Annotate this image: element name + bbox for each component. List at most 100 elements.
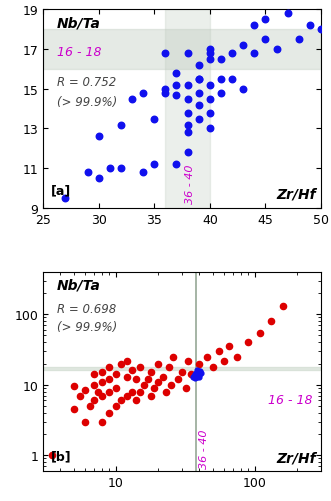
Point	[229, 76, 235, 84]
Point	[145, 375, 150, 383]
Point	[163, 50, 168, 58]
Point	[107, 363, 112, 371]
Point	[207, 109, 213, 117]
Point	[190, 373, 196, 381]
Point	[138, 388, 143, 396]
Point	[191, 372, 197, 380]
Point	[82, 418, 87, 426]
Point	[218, 76, 224, 84]
Point	[252, 50, 257, 58]
Text: (> 99.9%): (> 99.9%)	[57, 96, 117, 108]
Point	[113, 402, 118, 410]
Point	[100, 369, 105, 377]
Point	[96, 388, 101, 396]
Point	[171, 353, 176, 361]
Point	[196, 62, 201, 70]
Point	[307, 22, 312, 30]
Point	[195, 368, 201, 376]
Point	[198, 367, 203, 375]
Point	[218, 56, 224, 64]
Point	[235, 353, 240, 361]
Point	[118, 121, 123, 129]
Point	[192, 374, 197, 382]
Point	[129, 367, 134, 375]
Point	[107, 375, 112, 383]
Point	[196, 76, 201, 84]
Point	[124, 357, 129, 365]
Point	[166, 363, 171, 371]
Point	[258, 329, 263, 337]
Point	[163, 86, 168, 94]
Point	[113, 371, 118, 379]
Text: Zr/Hf: Zr/Hf	[276, 187, 315, 201]
Point	[268, 318, 273, 326]
Text: Nb/Ta: Nb/Ta	[57, 16, 101, 30]
Point	[87, 402, 92, 410]
Text: 36 - 40: 36 - 40	[199, 429, 209, 468]
Point	[155, 378, 160, 386]
Point	[274, 46, 279, 54]
Point	[285, 10, 290, 18]
Point	[107, 409, 112, 417]
Point	[185, 357, 190, 365]
Point	[119, 397, 124, 405]
Point	[185, 50, 190, 58]
Point	[207, 95, 213, 103]
Point	[263, 16, 268, 24]
Point	[50, 451, 55, 459]
Point	[129, 95, 135, 103]
Point	[197, 370, 202, 378]
Point	[138, 363, 143, 371]
Point	[183, 384, 189, 392]
Point	[161, 373, 166, 381]
Text: Zr/Hf: Zr/Hf	[276, 451, 315, 465]
Point	[119, 360, 124, 368]
Point	[129, 388, 134, 396]
Text: [a]: [a]	[51, 184, 71, 197]
Point	[216, 347, 221, 355]
Point	[92, 381, 97, 389]
Point	[196, 368, 201, 376]
Point	[196, 101, 201, 109]
Point	[152, 161, 157, 169]
Point	[107, 165, 113, 173]
Point	[174, 70, 179, 78]
Point	[155, 360, 160, 368]
Point	[107, 388, 112, 396]
Point	[100, 392, 105, 400]
Point	[124, 392, 129, 400]
Point	[252, 22, 257, 30]
Point	[77, 392, 82, 400]
Point	[152, 384, 157, 392]
Point	[210, 363, 215, 371]
Point	[197, 369, 202, 377]
Point	[226, 343, 231, 351]
Point	[140, 169, 146, 177]
Point	[195, 373, 200, 381]
Point	[207, 82, 213, 90]
Point	[197, 371, 202, 379]
Point	[174, 92, 179, 100]
Point	[218, 90, 224, 98]
Point	[241, 86, 246, 94]
Point	[185, 129, 190, 137]
Point	[140, 90, 146, 98]
Text: R = 0.752: R = 0.752	[57, 76, 116, 89]
Point	[149, 392, 154, 400]
Point	[179, 369, 185, 377]
Point	[196, 90, 201, 98]
Point	[124, 373, 129, 381]
Point	[63, 195, 68, 203]
Bar	[43, 367, 321, 371]
Point	[71, 383, 76, 391]
Point	[192, 370, 197, 378]
Point	[175, 375, 180, 383]
Point	[296, 36, 302, 44]
Point	[133, 375, 139, 383]
Point	[168, 381, 174, 389]
Point	[196, 76, 201, 84]
Text: 36 - 40: 36 - 40	[185, 164, 195, 204]
Point	[149, 369, 154, 377]
Point	[198, 370, 204, 378]
Point	[197, 360, 202, 368]
